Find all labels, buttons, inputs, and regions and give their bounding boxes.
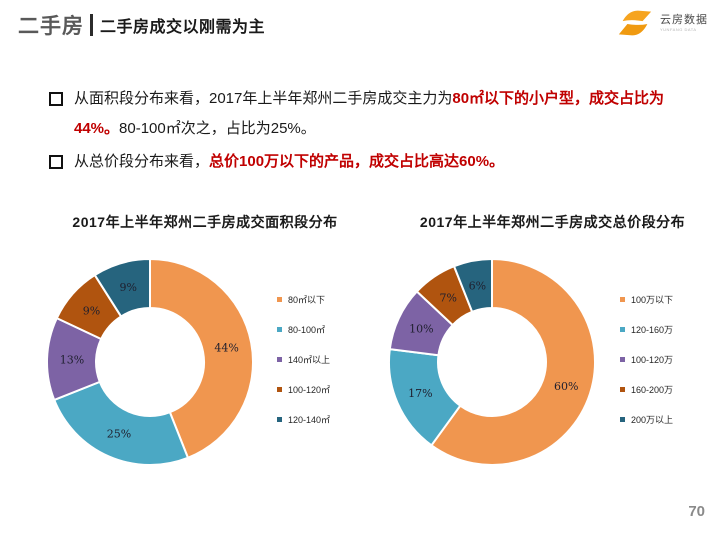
legend-swatch — [620, 417, 625, 422]
legend-label: 100-120万 — [631, 355, 674, 365]
page-title: 二手房成交以刚需为主 — [100, 19, 266, 36]
bullet-item: 从面积段分布来看，2017年上半年郑州二手房成交主力为80㎡以下的小户型，成交占… — [48, 84, 686, 144]
bullet-square-icon — [49, 92, 63, 106]
yunfang-logo: 云房数据 YUNFANG DATA — [616, 8, 708, 38]
donut-slice — [53, 380, 189, 466]
legend-item: 160-200万 — [620, 383, 673, 396]
legend-label: 160-200万 — [631, 385, 674, 395]
legend-item: 100万以下 — [620, 293, 673, 306]
donut-slice — [149, 258, 254, 459]
legend-item: 80㎡以下 — [277, 293, 330, 306]
legend-label: 100万以下 — [631, 295, 674, 305]
chart-title: 2017年上半年郑州二手房成交总价段分布 — [419, 214, 686, 230]
legend-swatch — [277, 327, 282, 332]
donut-slice-label: 60% — [554, 380, 578, 393]
bullet-list: 从面积段分布来看，2017年上半年郑州二手房成交主力为80㎡以下的小户型，成交占… — [48, 84, 686, 177]
header: 二手房 二手房成交以刚需为主 — [18, 10, 265, 40]
chart-title: 2017年上半年郑州二手房成交面积段分布 — [72, 214, 338, 230]
legend-swatch — [620, 357, 625, 362]
donut-chart-price-segments: 60% 17% 10% 7% 6% — [388, 258, 596, 466]
logo-text: 云房数据 YUNFANG DATA — [660, 14, 708, 32]
donut-slice-label: 25% — [107, 427, 131, 440]
donut-chart-area-segments: 44% 25% 13% 9% 9% — [46, 258, 254, 466]
donut-slice-label: 44% — [214, 341, 238, 354]
header-divider — [90, 14, 93, 36]
donut-slice — [430, 258, 596, 466]
section-label: 二手房 — [18, 15, 84, 38]
logo-name: 云房数据 — [660, 13, 708, 26]
legend-label: 80-100㎡ — [288, 325, 326, 335]
bullet-square-icon — [49, 155, 63, 169]
bullet-text-segment: 从总价段分布来看， — [74, 153, 210, 170]
donut-slice-label: 7% — [439, 291, 456, 304]
bullet-item: 从总价段分布来看，总价100万以下的产品，成交占比高达60%。 — [48, 147, 686, 177]
legend-label: 120-160万 — [631, 325, 674, 335]
legend-swatch — [277, 297, 282, 302]
chart-legend: 100万以下 120-160万 100-120万 160-200万 200万以上 — [620, 293, 673, 426]
legend-swatch — [277, 357, 282, 362]
donut-slice-label: 17% — [408, 387, 432, 400]
legend-item: 120-160万 — [620, 323, 673, 336]
legend-item: 140㎡以上 — [277, 353, 330, 366]
bullet-text-segment: 80-100㎡次之，占比为25%。 — [119, 120, 316, 137]
legend-swatch — [620, 327, 625, 332]
logo-subtitle: YUNFANG DATA — [660, 26, 697, 32]
yunfang-logo-icon — [618, 10, 652, 36]
legend-label: 100-120㎡ — [288, 385, 331, 395]
chart-legend: 80㎡以下 80-100㎡ 140㎡以上 100-120㎡ 120-140㎡ — [277, 293, 330, 426]
legend-label: 80㎡以下 — [288, 295, 326, 305]
legend-item: 100-120㎡ — [277, 383, 330, 396]
donut-slice-label: 13% — [60, 353, 84, 366]
bullet-text-segment-highlight: 80㎡以下的小户型，成交占比为44%。 — [74, 90, 665, 137]
legend-swatch — [277, 387, 282, 392]
donut-slice-label: 10% — [409, 323, 433, 336]
legend-item: 100-120万 — [620, 353, 673, 366]
legend-label: 120-140㎡ — [288, 415, 331, 425]
bullet-text-segment-highlight: 总价100万以下的产品，成交占比高达60%。 — [209, 153, 505, 170]
legend-swatch — [277, 417, 282, 422]
page-number: 70 — [688, 503, 705, 520]
legend-item: 200万以上 — [620, 413, 673, 426]
donut-slice-label: 6% — [469, 279, 486, 292]
legend-label: 200万以上 — [631, 415, 674, 425]
legend-label: 140㎡以上 — [288, 355, 331, 365]
legend-item: 80-100㎡ — [277, 323, 330, 336]
donut-slice — [453, 258, 493, 313]
bullet-text-segment: 从面积段分布来看，2017年上半年郑州二手房成交主力为 — [74, 90, 453, 107]
legend-swatch — [620, 297, 625, 302]
donut-slice-label: 9% — [83, 304, 100, 317]
donut-slice-label: 9% — [119, 281, 136, 294]
legend-swatch — [620, 387, 625, 392]
donut-slice — [93, 258, 151, 318]
legend-item: 120-140㎡ — [277, 413, 330, 426]
